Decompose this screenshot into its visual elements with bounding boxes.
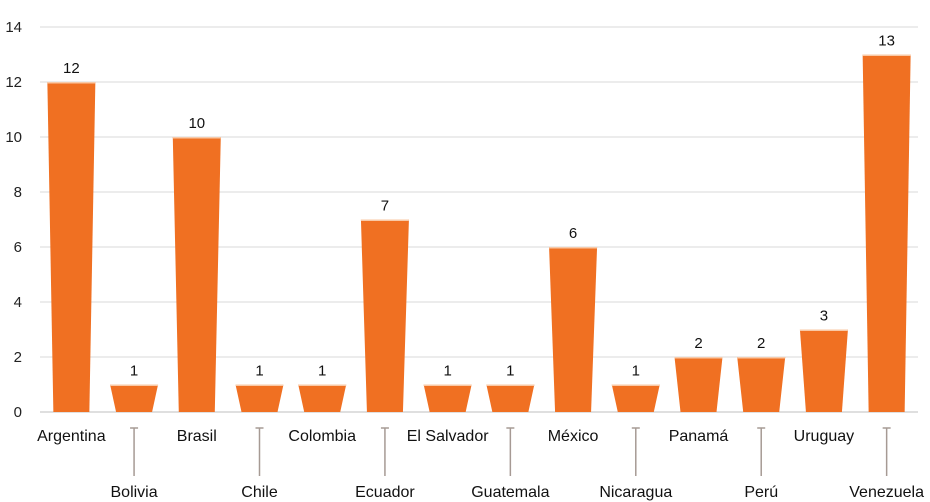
- category-label: El Salvador: [407, 428, 489, 445]
- category-label: Perú: [744, 484, 778, 501]
- category-label: Guatemala: [471, 484, 549, 501]
- category-label: Venezuela: [849, 484, 924, 501]
- bar: [737, 357, 786, 412]
- y-tick-label: 12: [5, 74, 22, 91]
- bar: [235, 384, 284, 412]
- data-label: 6: [569, 225, 577, 242]
- bar: [360, 219, 409, 412]
- data-label: 1: [318, 363, 326, 380]
- category-label: Uruguay: [794, 428, 854, 445]
- data-label: 1: [255, 363, 263, 380]
- category-label: Chile: [241, 484, 278, 501]
- data-label: 7: [381, 198, 389, 215]
- x-axis-category-labels: Argentina Bolivia Brasil Chile Colombia Ecuad…: [37, 427, 924, 501]
- data-label: 3: [820, 308, 828, 325]
- category-label: Bolivia: [111, 484, 158, 501]
- y-tick-label: 6: [14, 239, 22, 256]
- data-label: 1: [443, 363, 451, 380]
- category-label: Ecuador: [355, 484, 415, 501]
- data-label: 2: [757, 335, 765, 352]
- data-label: 1: [632, 363, 640, 380]
- data-label: 2: [694, 335, 702, 352]
- bar: [611, 384, 660, 412]
- category-label: Nicaragua: [599, 484, 672, 501]
- y-tick-label: 4: [14, 294, 22, 311]
- bar: [110, 384, 159, 412]
- data-label: 1: [506, 363, 514, 380]
- data-label: 12: [63, 60, 80, 77]
- data-label: 10: [188, 115, 205, 132]
- bar: [172, 137, 221, 412]
- bar: [47, 82, 96, 412]
- y-tick-label: 8: [14, 184, 22, 201]
- data-label: 13: [878, 33, 895, 50]
- category-label: Colombia: [288, 428, 356, 445]
- category-label: Brasil: [177, 428, 217, 445]
- y-tick-label: 2: [14, 349, 22, 366]
- bar: [298, 384, 347, 412]
- y-tick-label: 0: [14, 404, 22, 421]
- bars: [47, 54, 911, 412]
- category-label: México: [548, 428, 599, 445]
- category-label: Panamá: [669, 428, 729, 445]
- data-label: 1: [130, 363, 138, 380]
- y-tick-label: 14: [5, 19, 22, 36]
- grid-lines: [40, 26, 918, 413]
- y-axis-ticks: 0 2 4 6 8 10 12 14: [5, 19, 22, 421]
- bar: [423, 384, 472, 412]
- bar: [674, 357, 723, 412]
- category-label: Argentina: [37, 428, 106, 445]
- bar: [549, 247, 598, 412]
- bar: [862, 54, 911, 412]
- bar: [486, 384, 535, 412]
- y-tick-label: 10: [5, 129, 22, 146]
- bar: [799, 329, 848, 412]
